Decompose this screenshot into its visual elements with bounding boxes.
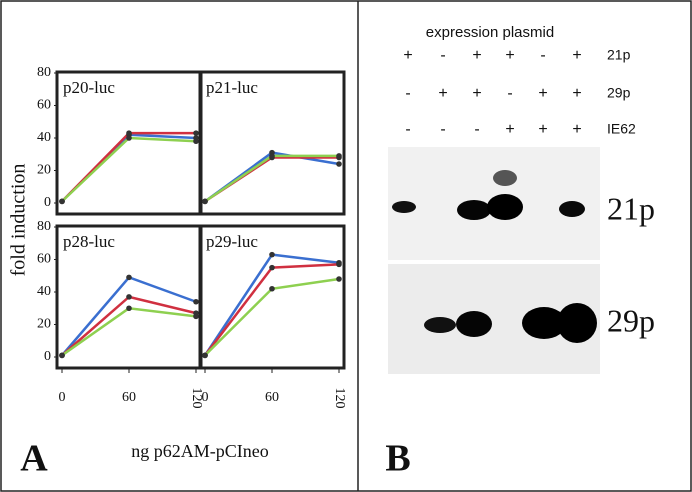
sign: + bbox=[505, 121, 514, 138]
y-tick-label: 40 bbox=[37, 284, 51, 299]
sign: + bbox=[538, 85, 547, 102]
y-tick-label: 20 bbox=[37, 163, 51, 178]
y-tick-label: 0 bbox=[44, 349, 51, 364]
band bbox=[457, 200, 491, 220]
series-line bbox=[61, 136, 197, 203]
band bbox=[456, 311, 492, 337]
y-axis-label: fold induction bbox=[8, 164, 30, 277]
band bbox=[424, 317, 456, 333]
sign: + bbox=[572, 85, 581, 102]
band bbox=[559, 201, 585, 217]
sign: - bbox=[440, 121, 445, 138]
sign: + bbox=[472, 85, 481, 102]
data-point bbox=[269, 264, 275, 271]
sign: + bbox=[472, 47, 481, 64]
data-point bbox=[59, 352, 65, 359]
series-line bbox=[204, 156, 339, 203]
row-label: IE62 bbox=[607, 121, 636, 137]
sign: - bbox=[405, 85, 410, 102]
y-tick-label: 60 bbox=[37, 252, 51, 267]
sign: + bbox=[572, 121, 581, 138]
row-label: 29p bbox=[607, 85, 631, 101]
sign: - bbox=[440, 47, 445, 64]
data-point bbox=[126, 130, 132, 136]
x-tick-label: 60 bbox=[122, 390, 136, 405]
x-tick-label: 0 bbox=[202, 390, 209, 405]
data-point bbox=[269, 251, 275, 258]
row-label: 21p bbox=[607, 47, 631, 63]
chart-title: p21-luc bbox=[206, 78, 258, 97]
data-point bbox=[126, 135, 132, 141]
series-line bbox=[204, 154, 339, 203]
panel-label: A bbox=[20, 438, 48, 480]
chart-title: p20-luc bbox=[63, 78, 115, 97]
blot-header: expression plasmid bbox=[426, 24, 554, 41]
data-point bbox=[202, 352, 208, 359]
series-line bbox=[204, 263, 340, 357]
data-point bbox=[336, 153, 342, 159]
y-tick-label: 0 bbox=[44, 195, 51, 210]
sign: + bbox=[572, 47, 581, 64]
y-tick-label: 80 bbox=[37, 65, 51, 80]
blot-label: 21p bbox=[607, 190, 655, 226]
sign: - bbox=[405, 121, 410, 138]
chart-title: p29-luc bbox=[206, 232, 258, 251]
data-point bbox=[59, 198, 65, 205]
sign: - bbox=[474, 121, 479, 138]
band bbox=[392, 201, 416, 213]
x-axis-label: ng p62AM-pCIneo bbox=[131, 441, 269, 461]
data-point bbox=[126, 274, 132, 281]
band bbox=[487, 194, 523, 220]
plot-box bbox=[198, 70, 346, 216]
data-point bbox=[193, 298, 199, 305]
y-tick-label: 60 bbox=[37, 98, 51, 113]
series-line bbox=[61, 131, 196, 203]
band bbox=[557, 303, 597, 343]
data-point bbox=[269, 285, 275, 292]
sign: + bbox=[438, 85, 447, 102]
data-point bbox=[126, 294, 132, 300]
sign: + bbox=[538, 121, 547, 138]
data-point bbox=[193, 138, 199, 145]
chart-title: p28-luc bbox=[63, 232, 115, 251]
y-tick-label: 20 bbox=[37, 317, 51, 332]
panel-label: B bbox=[385, 438, 410, 480]
x-tick-label: 0 bbox=[59, 390, 66, 405]
blot-label: 29p bbox=[607, 302, 655, 338]
data-point bbox=[269, 153, 275, 159]
sign: - bbox=[507, 85, 512, 102]
series-line bbox=[61, 275, 197, 357]
band bbox=[522, 307, 566, 339]
blot-image bbox=[388, 147, 600, 374]
data-point bbox=[336, 276, 342, 282]
x-tick-label: 120 bbox=[332, 388, 347, 409]
data-point bbox=[202, 198, 208, 205]
x-tick-label: 120 bbox=[189, 388, 204, 409]
data-point bbox=[336, 261, 342, 268]
y-tick-label: 40 bbox=[37, 130, 51, 145]
y-tick-label: 80 bbox=[37, 219, 51, 234]
series-line bbox=[61, 133, 197, 203]
data-point bbox=[193, 313, 199, 320]
sign: - bbox=[540, 47, 545, 64]
band-smear bbox=[493, 170, 517, 186]
sign: + bbox=[505, 47, 514, 64]
data-point bbox=[126, 305, 132, 312]
data-point bbox=[193, 130, 199, 136]
sign: + bbox=[403, 47, 412, 64]
data-point bbox=[336, 161, 342, 167]
x-tick-label: 60 bbox=[265, 390, 279, 405]
